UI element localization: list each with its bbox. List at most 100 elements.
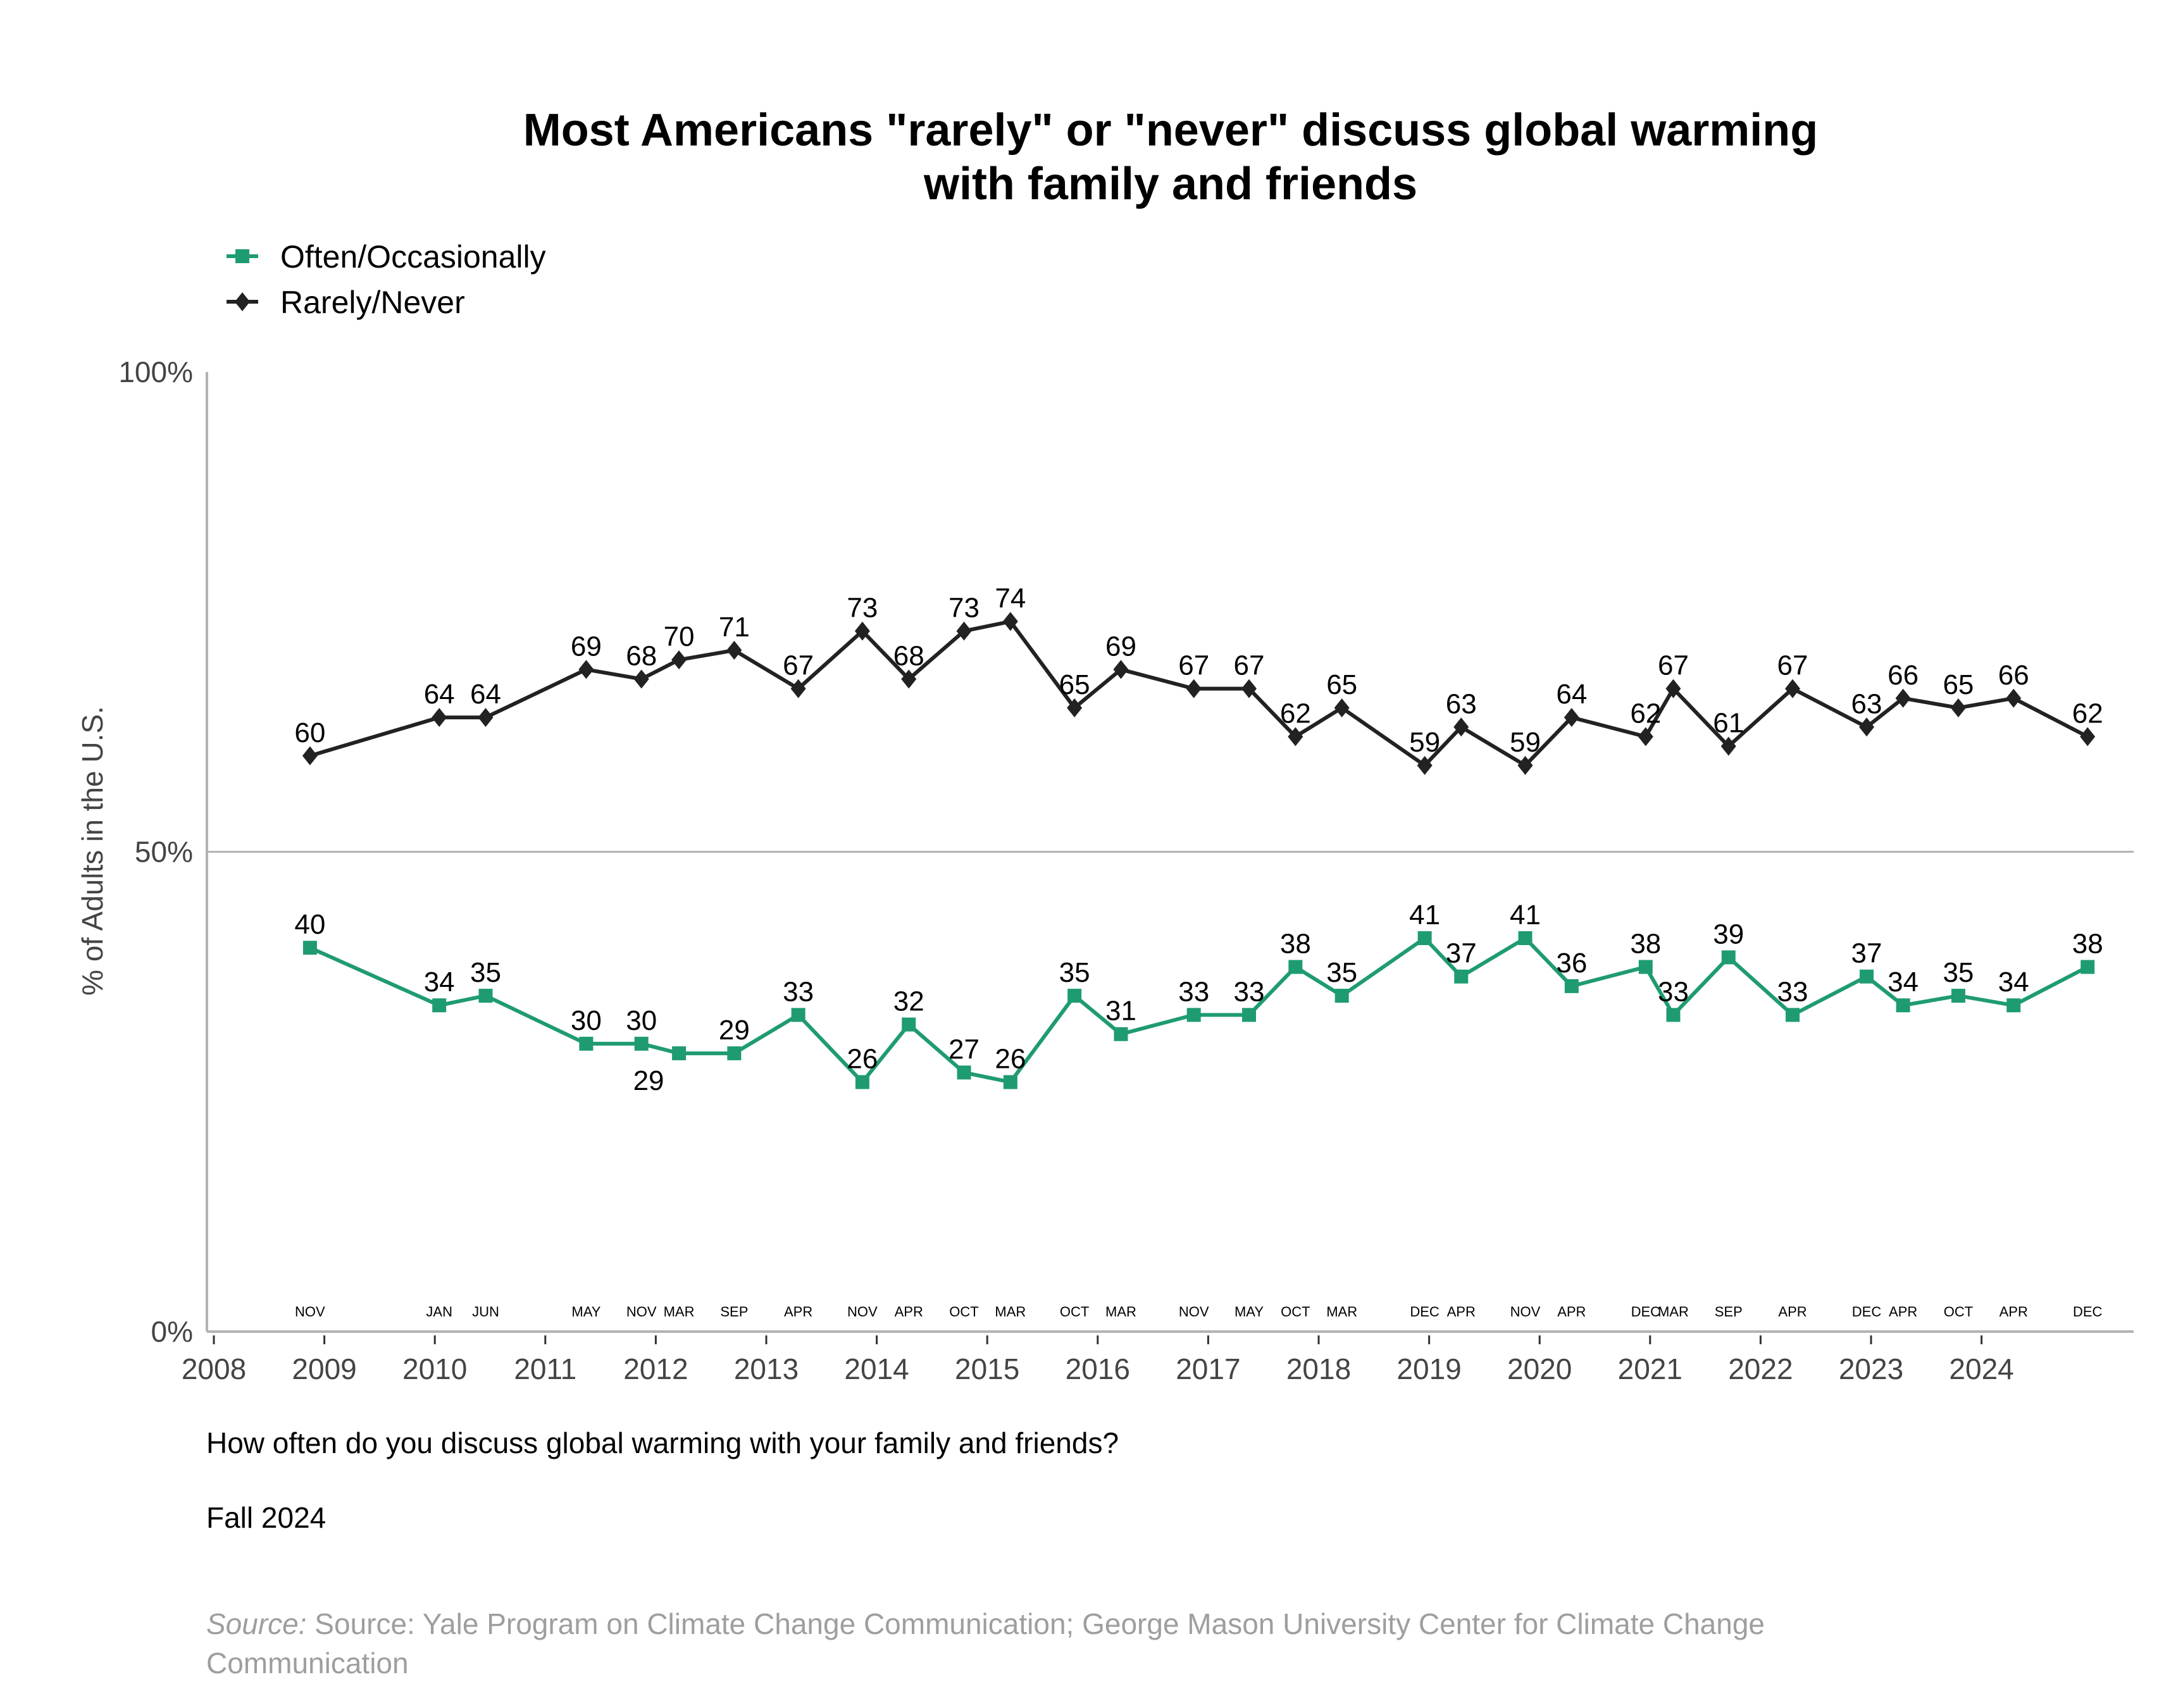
square-marker <box>1666 1008 1681 1022</box>
month-label: APR <box>1557 1304 1586 1320</box>
square-marker <box>1186 1008 1201 1022</box>
month-label: MAR <box>664 1304 695 1320</box>
diamond-marker <box>790 679 806 698</box>
square-marker <box>1067 989 1082 1003</box>
month-label: MAR <box>1105 1304 1136 1320</box>
data-label: 63 <box>1851 688 1882 719</box>
square-marker <box>1518 931 1533 946</box>
data-label: 68 <box>893 640 924 671</box>
square-marker <box>1417 931 1432 946</box>
square-marker <box>1114 1027 1128 1041</box>
diamond-marker <box>1665 679 1681 698</box>
month-label: APR <box>784 1304 812 1320</box>
x-tick-label: 2024 <box>1949 1352 2013 1385</box>
data-label: 64 <box>470 679 501 710</box>
data-label: 27 <box>948 1034 980 1065</box>
data-label: 29 <box>633 1065 664 1096</box>
diamond-marker <box>1186 679 1202 698</box>
data-label: 73 <box>948 593 980 624</box>
square-marker <box>2080 960 2095 974</box>
month-label: APR <box>2000 1304 2028 1320</box>
x-tick-label: 2017 <box>1176 1352 1240 1385</box>
chart-title: Most Americans "rarely" or "never" discu… <box>523 105 1819 156</box>
square-marker <box>1860 969 1874 984</box>
month-label: NOV <box>1179 1304 1209 1320</box>
legend-diamond-icon <box>235 292 250 311</box>
square-marker <box>579 1036 594 1051</box>
diamond-marker <box>1785 679 1801 698</box>
square-marker <box>1288 960 1303 974</box>
square-marker <box>634 1036 649 1051</box>
diamond-marker <box>1720 736 1736 756</box>
diamond-marker <box>1067 698 1083 717</box>
month-label: JAN <box>426 1304 452 1320</box>
diamond-marker <box>478 708 494 727</box>
data-label: 35 <box>1059 957 1090 988</box>
month-label: DEC <box>2073 1304 2103 1320</box>
data-label: 59 <box>1409 727 1440 758</box>
x-tick-label: 2023 <box>1839 1352 1903 1385</box>
square-marker <box>727 1046 742 1061</box>
data-label: 35 <box>1943 957 1974 988</box>
diamond-marker <box>633 669 649 689</box>
data-label: 62 <box>1280 698 1311 729</box>
y-tick-label: 50% <box>135 836 193 869</box>
data-label: 38 <box>2072 929 2103 960</box>
diamond-marker <box>901 669 917 689</box>
month-label: NOV <box>626 1304 657 1320</box>
month-label: OCT <box>1060 1304 1089 1320</box>
data-label: 33 <box>1178 976 1209 1007</box>
data-label: 37 <box>1851 938 1882 969</box>
month-label: APR <box>895 1304 923 1320</box>
x-tick-label: 2011 <box>514 1352 576 1385</box>
square-marker <box>855 1075 869 1089</box>
data-label: 74 <box>995 583 1026 614</box>
data-label: 37 <box>1446 938 1477 969</box>
data-label: 65 <box>1059 669 1090 700</box>
diamond-marker <box>1564 708 1579 727</box>
diamond-marker <box>854 621 870 641</box>
x-tick-label: 2018 <box>1286 1352 1351 1385</box>
legend-label: Often/Occasionally <box>280 239 546 275</box>
data-label: 60 <box>294 717 325 748</box>
diamond-marker <box>1517 755 1533 775</box>
square-marker <box>1786 1008 1800 1022</box>
series-rarely-never <box>302 612 2096 775</box>
month-label: MAY <box>571 1304 600 1320</box>
data-label: 33 <box>1777 976 1808 1007</box>
square-marker <box>791 1008 805 1022</box>
month-label: MAR <box>1326 1304 1357 1320</box>
data-label: 67 <box>783 650 814 681</box>
data-label: 39 <box>1713 919 1744 950</box>
diamond-marker <box>432 708 447 727</box>
month-label: SEP <box>720 1304 748 1320</box>
diamond-marker <box>578 660 594 679</box>
square-marker <box>478 989 493 1003</box>
diamond-marker <box>1334 698 1350 717</box>
x-tick-label: 2019 <box>1396 1352 1461 1385</box>
survey-question: How often do you discuss global warming … <box>206 1426 1119 1459</box>
diamond-marker <box>726 640 742 660</box>
x-tick-label: 2012 <box>623 1352 688 1385</box>
month-label: MAY <box>1235 1304 1264 1320</box>
square-marker <box>1454 969 1469 984</box>
data-label: 38 <box>1630 929 1661 960</box>
x-tick-label: 2021 <box>1618 1352 1682 1385</box>
square-marker <box>1003 1075 1017 1089</box>
data-label: 62 <box>1630 698 1661 729</box>
square-marker <box>432 998 447 1013</box>
square-marker <box>1896 998 1910 1013</box>
diamond-marker <box>1950 698 1966 717</box>
month-label: NOV <box>847 1304 878 1320</box>
data-label: 70 <box>664 621 695 652</box>
diamond-marker <box>956 621 972 641</box>
diamond-marker <box>1002 612 1018 631</box>
source-line2: Communication <box>206 1647 409 1680</box>
diamond-marker <box>2080 727 2096 746</box>
square-marker <box>957 1065 971 1080</box>
diamond-marker <box>1859 717 1875 737</box>
month-label: MAR <box>995 1304 1026 1320</box>
data-label: 26 <box>847 1044 878 1075</box>
square-marker <box>672 1046 687 1061</box>
